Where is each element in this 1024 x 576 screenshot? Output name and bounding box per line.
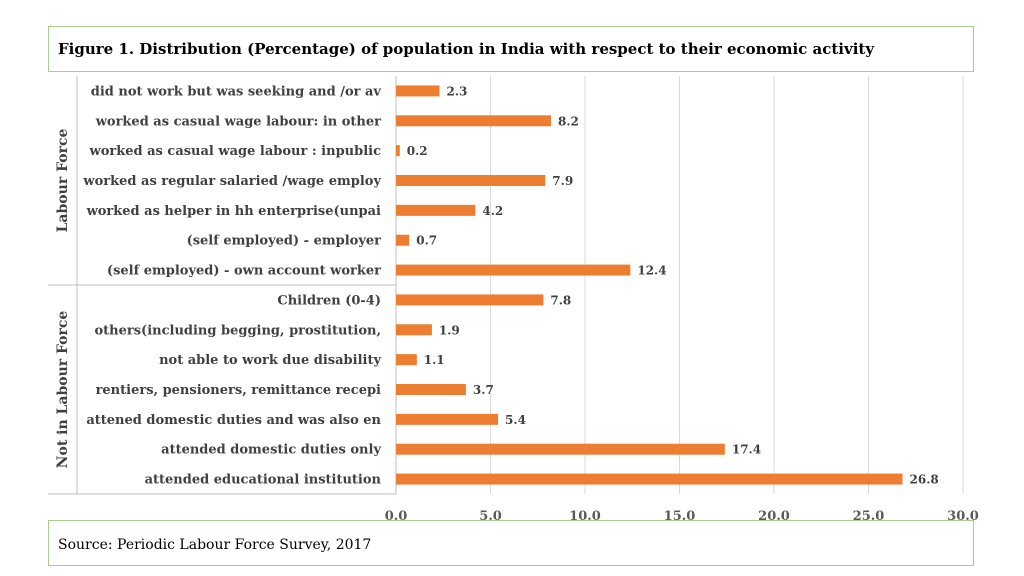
bar: [396, 85, 440, 97]
bar: [396, 204, 476, 216]
bar: [396, 115, 551, 127]
bar: [396, 473, 903, 485]
category-label: worked as regular salaried /wage employ: [82, 174, 381, 189]
bar: [396, 354, 417, 366]
data-label: 26.8: [910, 473, 939, 487]
category-label: not able to work due disability: [159, 353, 381, 368]
chart-title: Figure 1. Distribution (Percentage) of p…: [58, 40, 875, 58]
source-box: Source: Periodic Labour Force Survey, 20…: [48, 520, 974, 566]
data-label: 7.8: [550, 293, 571, 307]
data-label: 1.9: [439, 323, 460, 337]
category-label: Children (0-4): [277, 293, 381, 308]
bar: [396, 175, 546, 186]
category-label: did not work but was seeking and /or av: [91, 84, 382, 99]
data-label: 3.7: [473, 383, 494, 397]
data-label: 4.2: [482, 204, 503, 218]
data-label: 12.4: [637, 264, 666, 278]
category-label: rentiers, pensioners, remittance recepi: [96, 383, 381, 398]
category-label: worked as casual wage labour: in other: [95, 114, 381, 129]
category-label: worked as casual wage labour : inpublic: [89, 144, 382, 159]
category-label: (self employed) - employer: [187, 234, 382, 249]
group-label: Not in Labour Force: [55, 311, 71, 469]
data-label: 1.1: [424, 353, 445, 367]
category-label: attended domestic duties only: [161, 443, 381, 458]
data-label: 7.9: [552, 174, 573, 188]
data-label: 0.2: [407, 144, 428, 158]
data-label: 0.7: [416, 234, 437, 248]
bar: [396, 324, 432, 336]
data-label: 17.4: [732, 443, 761, 457]
category-label: worked as helper in hh enterprise(unpai: [86, 204, 381, 219]
bar: [396, 413, 499, 425]
group-label: Labour Force: [55, 129, 71, 233]
chart-title-box: Figure 1. Distribution (Percentage) of p…: [48, 26, 974, 72]
category-label: attened domestic duties and was also en: [86, 413, 381, 428]
category-label: attended educational institution: [145, 473, 382, 488]
data-label: 5.4: [505, 413, 526, 427]
data-label: 8.2: [558, 114, 579, 128]
category-label: others(including begging, prostitution,: [94, 323, 381, 338]
source-note: Source: Periodic Labour Force Survey, 20…: [58, 537, 372, 553]
bar: [396, 264, 631, 276]
bar: [396, 234, 410, 246]
bar: [396, 443, 725, 455]
category-label: (self employed) - own account worker: [107, 264, 381, 279]
bar: [396, 294, 544, 306]
bar: [396, 384, 466, 395]
bar: [396, 145, 400, 157]
data-label: 2.3: [446, 84, 467, 98]
